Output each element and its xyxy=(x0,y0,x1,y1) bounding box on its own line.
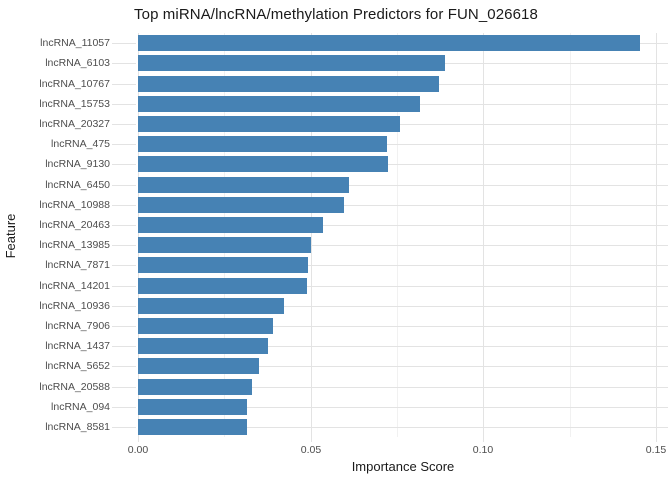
bar xyxy=(138,136,387,152)
gridline-h xyxy=(138,245,668,246)
gridline-major-v xyxy=(138,33,139,437)
bar xyxy=(138,96,420,112)
plot-panel xyxy=(138,33,668,437)
y-tick-mark xyxy=(112,407,136,408)
gridline-minor-v xyxy=(224,33,225,437)
x-tick-label: 0.10 xyxy=(472,444,494,456)
y-tick-label: lncRNA_10936 xyxy=(39,300,110,312)
y-tick-mark xyxy=(112,43,136,44)
bar xyxy=(138,197,344,213)
gridline-minor-v xyxy=(397,33,398,437)
x-tick-label: 0.05 xyxy=(300,444,322,456)
gridline-minor-v xyxy=(570,33,571,437)
y-tick-label: lncRNA_20327 xyxy=(39,118,110,130)
y-tick-mark xyxy=(112,225,136,226)
gridline-h xyxy=(138,144,668,145)
bar xyxy=(138,358,259,374)
gridline-major-v xyxy=(656,33,657,437)
bar xyxy=(138,379,252,395)
y-tick-mark xyxy=(112,286,136,287)
bar xyxy=(138,55,445,71)
gridline-h xyxy=(138,124,668,125)
bar xyxy=(138,399,247,415)
bar xyxy=(138,35,640,51)
y-tick-label: lncRNA_8581 xyxy=(45,421,110,433)
y-tick-label: lncRNA_5652 xyxy=(45,360,110,372)
y-tick-mark xyxy=(112,427,136,428)
y-tick-label: lncRNA_094 xyxy=(51,401,110,413)
y-axis-title: Feature xyxy=(3,213,18,259)
y-tick-label: lncRNA_20588 xyxy=(39,381,110,393)
gridline-h xyxy=(138,265,668,266)
x-axis-title: Importance Score xyxy=(351,459,455,474)
y-tick-mark xyxy=(112,306,136,307)
y-tick-label: lncRNA_20463 xyxy=(39,219,110,231)
y-tick-mark xyxy=(112,84,136,85)
x-tick-mark xyxy=(656,437,657,442)
gridline-h xyxy=(138,286,668,287)
gridline-h xyxy=(138,407,668,408)
x-tick-mark xyxy=(138,437,139,442)
y-tick-label: lncRNA_475 xyxy=(51,138,110,150)
y-tick-mark xyxy=(112,185,136,186)
bar xyxy=(138,278,307,294)
y-tick-mark xyxy=(112,164,136,165)
gridline-major-v xyxy=(483,33,484,437)
y-tick-label: lncRNA_15753 xyxy=(39,98,110,110)
y-tick-mark xyxy=(112,104,136,105)
gridline-h xyxy=(138,346,668,347)
bar xyxy=(138,298,284,314)
gridline-h xyxy=(138,427,668,428)
x-tick-mark xyxy=(311,437,312,442)
bar xyxy=(138,76,439,92)
y-tick-mark xyxy=(112,63,136,64)
y-tick-label: lncRNA_1437 xyxy=(45,340,110,352)
y-tick-mark xyxy=(112,346,136,347)
gridline-h xyxy=(138,185,668,186)
gridline-h xyxy=(138,387,668,388)
gridline-h xyxy=(138,306,668,307)
gridline-h xyxy=(138,326,668,327)
bar xyxy=(138,318,273,334)
bar xyxy=(138,177,349,193)
y-tick-mark xyxy=(112,245,136,246)
gridline-h xyxy=(138,366,668,367)
chart-title: Top miRNA/lncRNA/methylation Predictors … xyxy=(134,6,538,23)
bar xyxy=(138,156,388,172)
y-tick-label: lncRNA_6103 xyxy=(45,57,110,69)
y-tick-label: lncRNA_14201 xyxy=(39,280,110,292)
x-tick-mark xyxy=(483,437,484,442)
y-tick-label: lncRNA_9130 xyxy=(45,158,110,170)
gridline-h xyxy=(138,225,668,226)
y-tick-label: lncRNA_13985 xyxy=(39,239,110,251)
bar xyxy=(138,257,308,273)
bar xyxy=(138,116,400,132)
y-tick-mark xyxy=(112,124,136,125)
y-tick-mark xyxy=(112,265,136,266)
y-tick-label: lncRNA_10988 xyxy=(39,199,110,211)
y-tick-mark xyxy=(112,205,136,206)
x-tick-label: 0.00 xyxy=(127,444,149,456)
gridline-h xyxy=(138,164,668,165)
y-tick-label: lncRNA_10767 xyxy=(39,78,110,90)
y-tick-mark xyxy=(112,366,136,367)
bar xyxy=(138,237,311,253)
gridline-h xyxy=(138,205,668,206)
y-tick-label: lncRNA_7906 xyxy=(45,320,110,332)
x-tick-label: 0.15 xyxy=(645,444,667,456)
y-tick-mark xyxy=(112,387,136,388)
y-tick-label: lncRNA_7871 xyxy=(45,259,110,271)
y-tick-label: lncRNA_11057 xyxy=(40,37,110,49)
y-tick-mark xyxy=(112,326,136,327)
y-tick-mark xyxy=(112,144,136,145)
y-tick-label: lncRNA_6450 xyxy=(45,179,110,191)
bar xyxy=(138,217,323,233)
gridline-major-v xyxy=(311,33,312,437)
bar xyxy=(138,338,268,354)
bar xyxy=(138,419,247,435)
